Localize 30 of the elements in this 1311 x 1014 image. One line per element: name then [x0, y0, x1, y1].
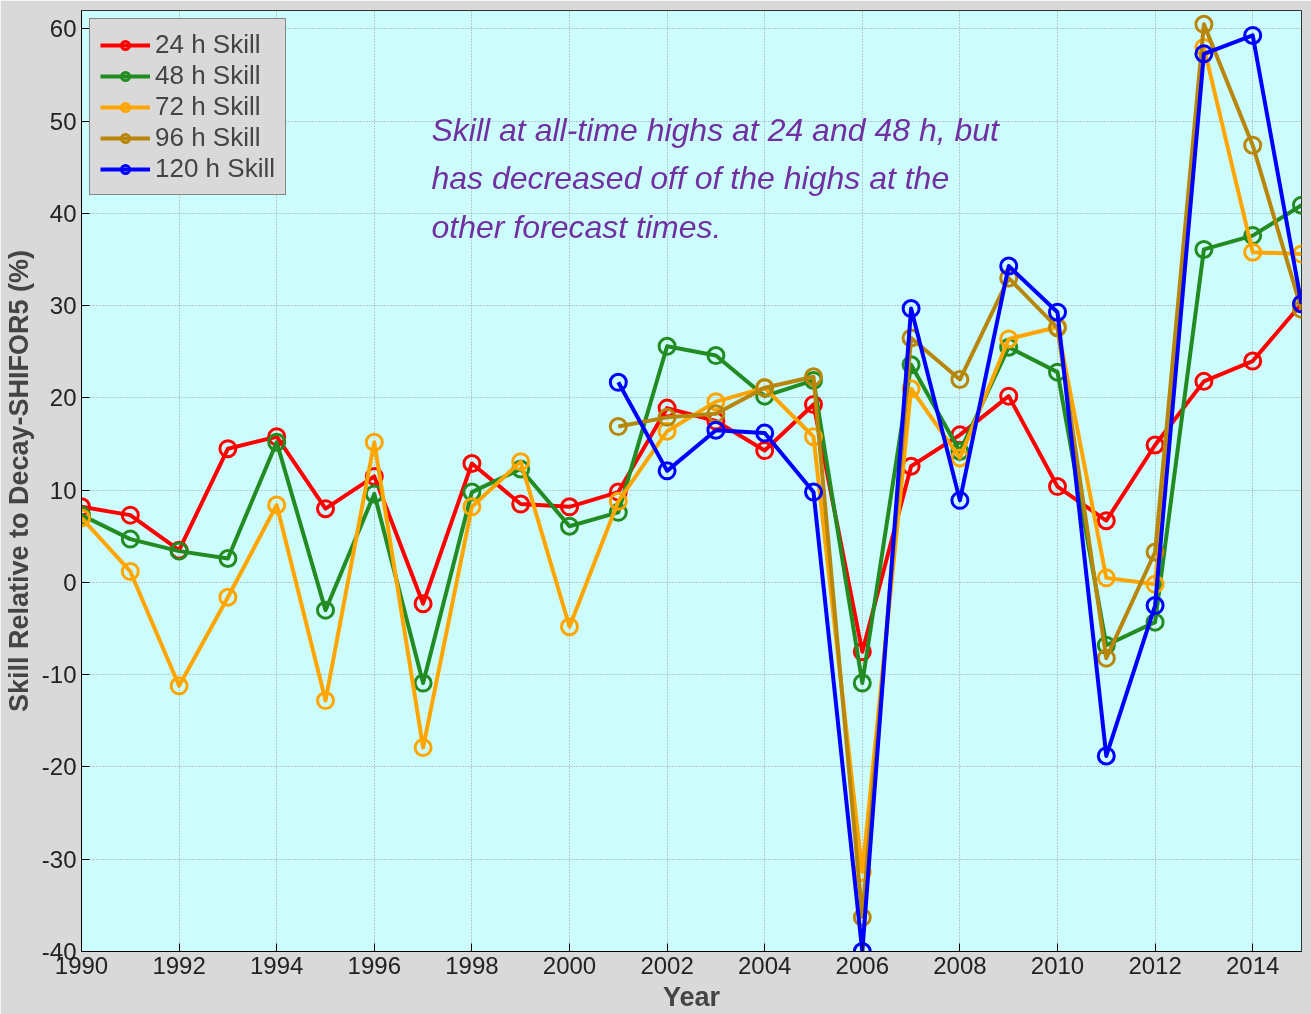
legend-label: 24 h Skill: [155, 29, 261, 60]
x-tick-label: 2008: [933, 951, 987, 979]
x-tick-label: 2006: [835, 951, 889, 979]
y-tick-label: 10: [49, 476, 77, 504]
y-tick-label: 20: [49, 384, 77, 412]
x-tick-label: 1994: [250, 951, 304, 979]
x-tick-label: 2012: [1128, 951, 1182, 979]
y-tick-label: -20: [41, 753, 77, 781]
y-axis-title: Skill Relative to Decay-SHIFOR5 (%): [3, 249, 34, 713]
y-tick-label: -10: [41, 661, 77, 689]
y-tick-label: 60: [49, 15, 77, 43]
legend-label: 72 h Skill: [155, 91, 261, 122]
x-tick-label: 1992: [152, 951, 206, 979]
y-tick-label: -30: [41, 845, 77, 873]
legend-label: 120 h Skill: [155, 153, 275, 184]
x-tick-label: 1998: [445, 951, 499, 979]
x-tick-label: 2004: [738, 951, 792, 979]
x-tick-label: 2010: [1030, 951, 1085, 979]
x-tick-label: 2002: [640, 951, 694, 979]
x-tick-label: 2014: [1226, 951, 1280, 979]
annotation: Skill at all-time highs at 24 and 48 h, but has decreased off of the highs at the other forecast times.: [431, 111, 1001, 245]
y-tick-label: 50: [49, 107, 77, 135]
x-tick-label: 1996: [347, 951, 401, 979]
y-tick-label: 0: [63, 568, 77, 596]
x-tick-label: 2000: [542, 951, 597, 979]
legend-label: 48 h Skill: [155, 60, 261, 91]
x-axis-title: Year: [662, 981, 721, 1012]
y-tick-label: 40: [49, 199, 77, 227]
y-tick-label: 30: [49, 292, 77, 320]
legend-label: 96 h Skill: [155, 122, 261, 153]
